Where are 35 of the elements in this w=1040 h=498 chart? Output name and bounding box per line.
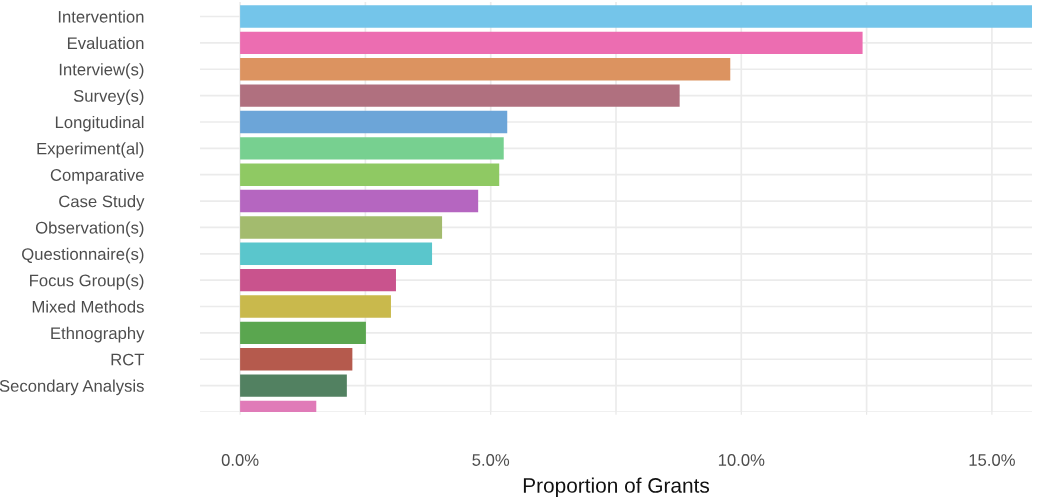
y-tick-label: Case Study bbox=[59, 195, 145, 211]
x-tick-label: 10.0% bbox=[718, 454, 765, 466]
bar bbox=[240, 268, 396, 292]
y-tick-label: Questionnaire(s) bbox=[22, 247, 144, 264]
y-tick-label: Interview(s) bbox=[59, 63, 144, 79]
x-axis-title: Proportion of Grants bbox=[523, 477, 710, 497]
x-tick-label: 0.0% bbox=[221, 454, 259, 466]
y-tick-label: Mixed Methods bbox=[32, 300, 144, 313]
bar bbox=[240, 84, 680, 107]
y-tick-label: Focus Group(s) bbox=[30, 274, 144, 290]
y-tick-label: Longitudinal bbox=[55, 115, 144, 132]
y-tick-label: Experiment(al) bbox=[37, 142, 144, 158]
bar bbox=[240, 137, 504, 160]
bar bbox=[240, 189, 479, 213]
y-tick-label: RCT bbox=[111, 353, 145, 366]
bar bbox=[240, 321, 366, 345]
y-tick-label: Ethnography bbox=[51, 326, 145, 343]
bar bbox=[240, 295, 391, 318]
bar bbox=[240, 110, 508, 134]
y-tick-label: Survey(s) bbox=[73, 89, 144, 106]
bar bbox=[240, 163, 500, 186]
x-tick-label: 15.0% bbox=[969, 454, 1015, 466]
y-tick-label: Comparative bbox=[50, 168, 144, 185]
y-tick-label: Observation(s) bbox=[35, 221, 144, 237]
bar bbox=[240, 242, 433, 266]
bar bbox=[240, 5, 1032, 28]
y-tick-label: Secondary Analysis bbox=[0, 379, 144, 396]
bar bbox=[240, 58, 731, 81]
y-tick-label: Evaluation bbox=[67, 36, 144, 50]
y-tick-label: Intervention bbox=[58, 10, 144, 23]
x-tick-label: 5.0% bbox=[472, 454, 510, 466]
bar bbox=[240, 348, 353, 371]
bar bbox=[240, 374, 347, 397]
bar bbox=[240, 216, 443, 239]
bar bbox=[240, 31, 863, 55]
